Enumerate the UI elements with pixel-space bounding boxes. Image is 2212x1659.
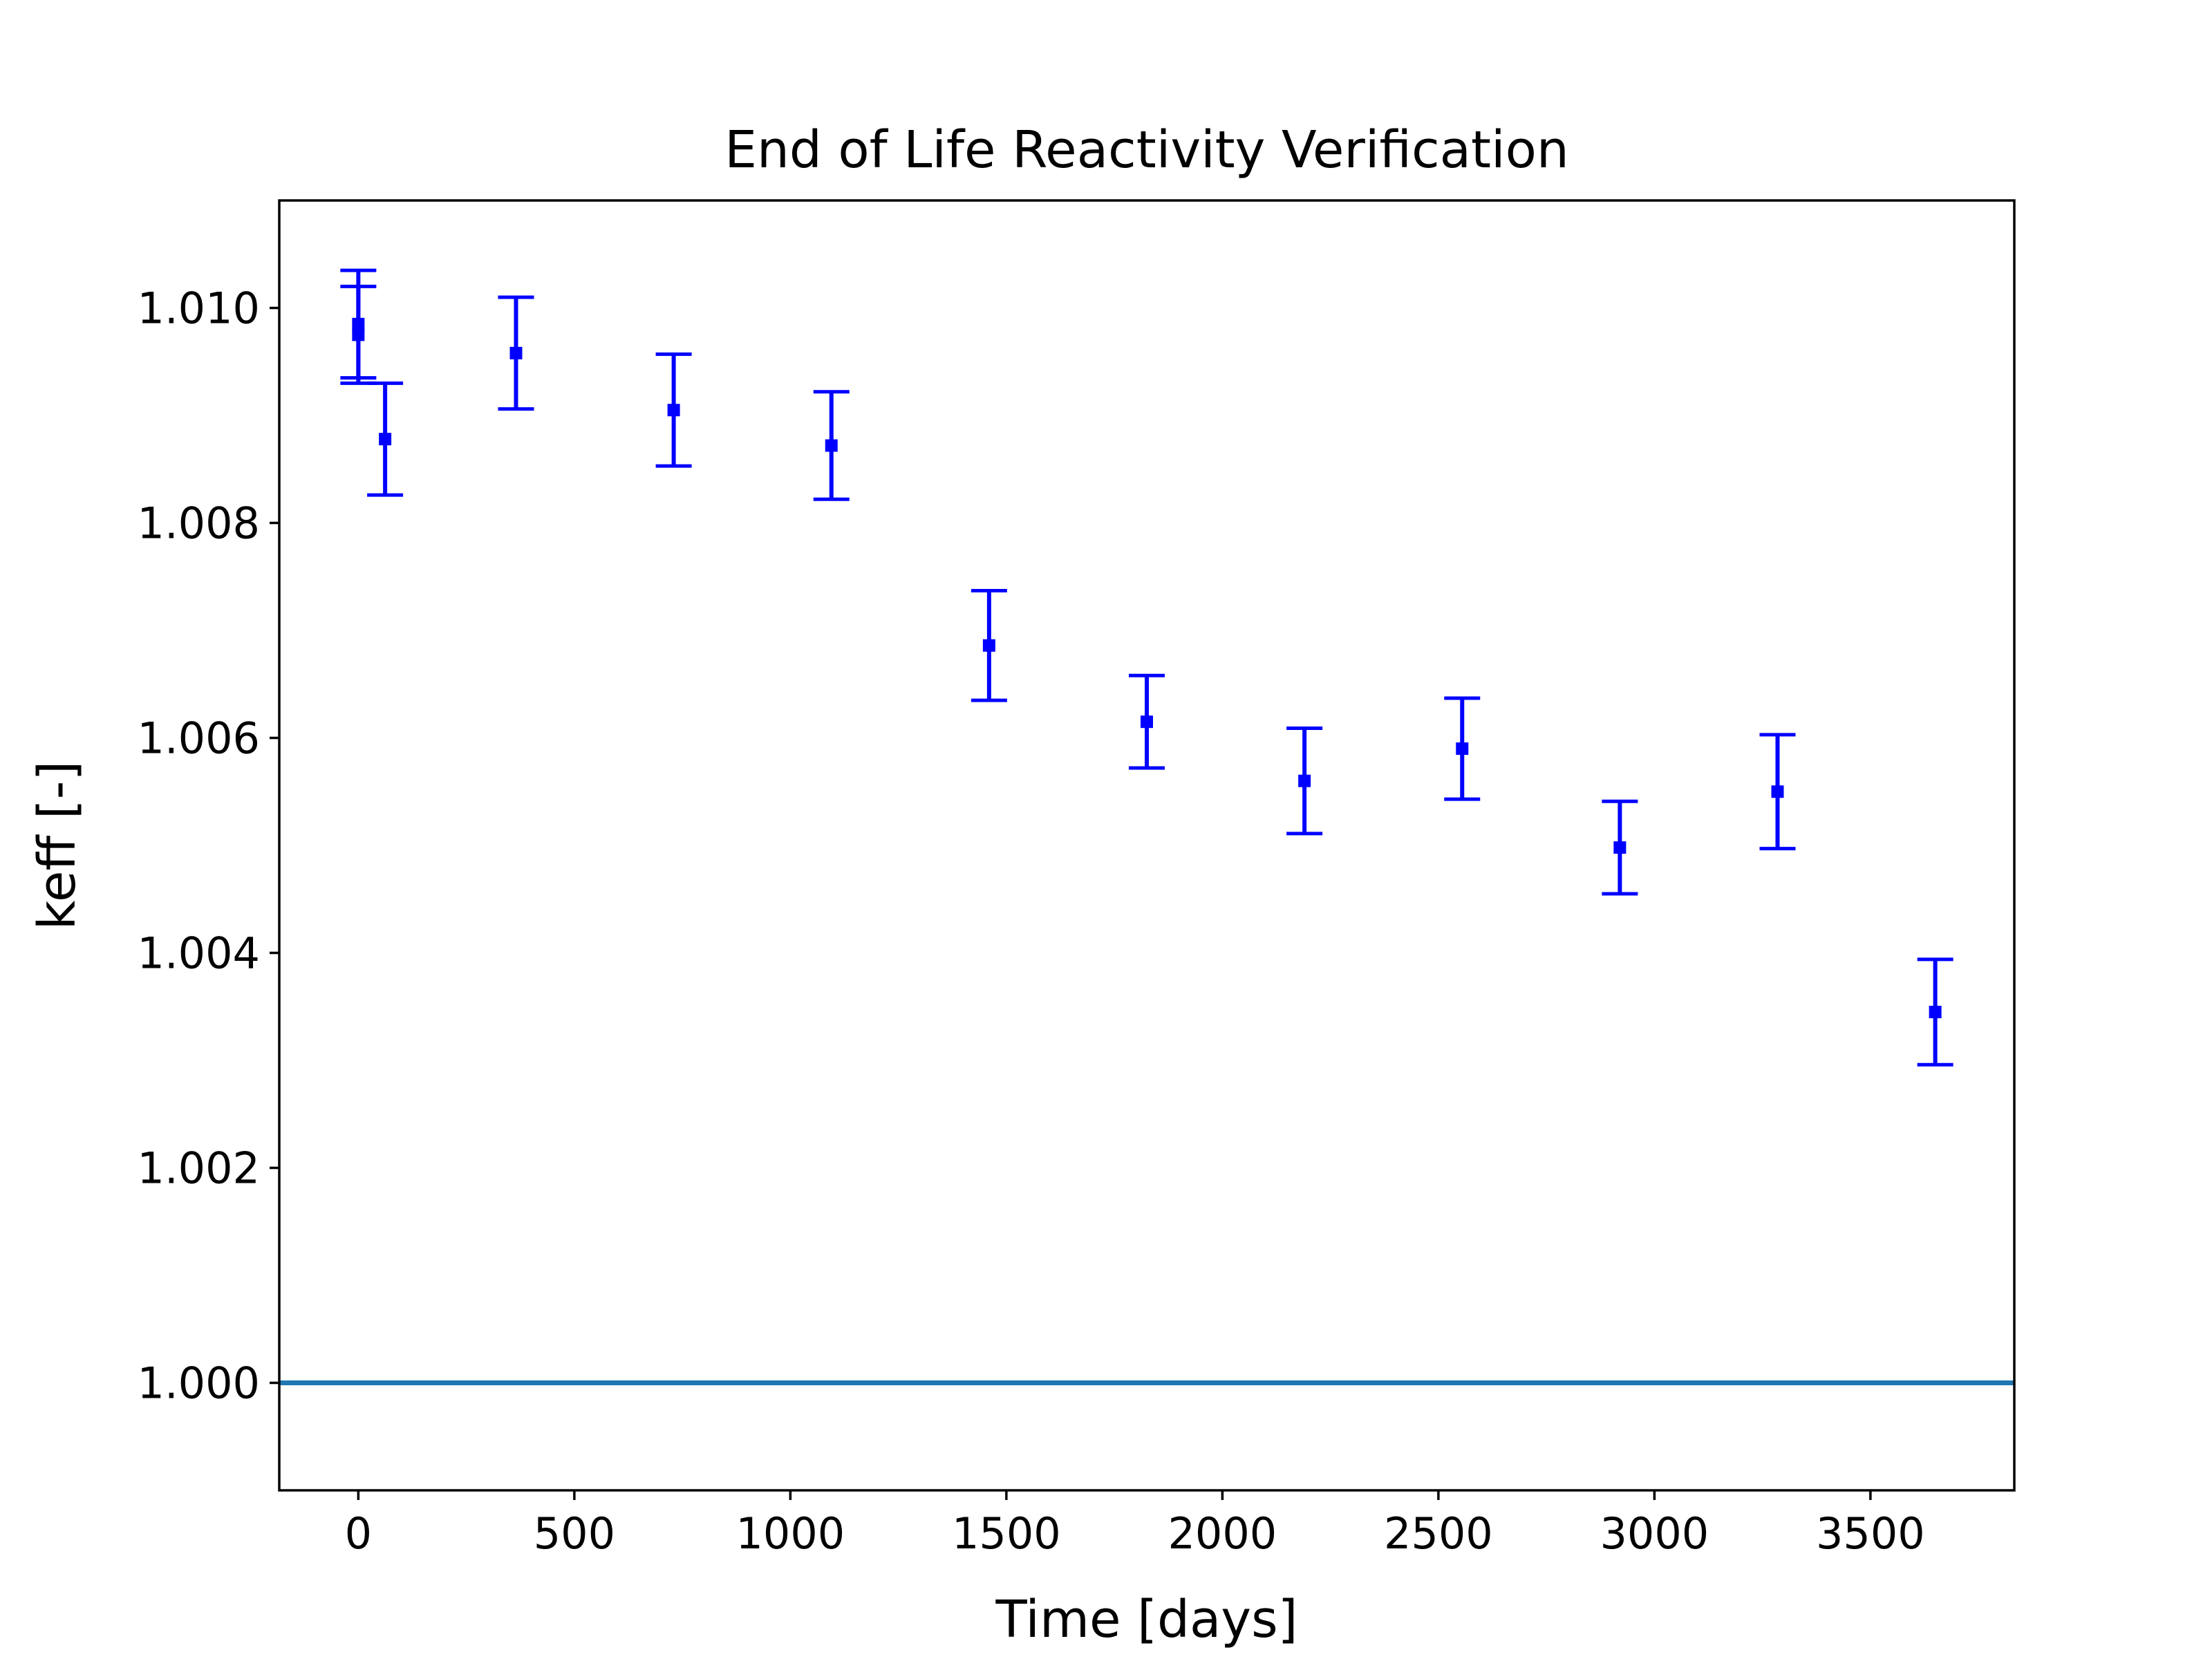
data-point bbox=[379, 433, 392, 446]
x-tick-label: 2000 bbox=[1168, 1508, 1277, 1559]
data-point bbox=[1298, 774, 1311, 787]
x-tick-label: 0 bbox=[345, 1508, 372, 1559]
x-tick-label: 2500 bbox=[1384, 1508, 1493, 1559]
x-tick-label: 1500 bbox=[952, 1508, 1061, 1559]
plot-area bbox=[279, 268, 2014, 1385]
data-point bbox=[1613, 841, 1627, 854]
data-point bbox=[1456, 742, 1469, 756]
data-point bbox=[1771, 785, 1784, 798]
data-point bbox=[509, 346, 523, 359]
data-point bbox=[982, 639, 995, 652]
x-axis-label: Time [days] bbox=[995, 1590, 1297, 1649]
x-tick-label: 3000 bbox=[1600, 1508, 1709, 1559]
y-axis-label: keff [-] bbox=[28, 761, 87, 930]
data-point bbox=[352, 328, 365, 341]
data-point bbox=[667, 404, 680, 417]
ticks: 0 500 1000 1500 2000 2500 3000 3500 1.000 1.002 1.… bbox=[138, 283, 1925, 1559]
data-point bbox=[1141, 715, 1153, 729]
y-tick-label: 1.002 bbox=[138, 1143, 261, 1194]
data-point bbox=[1929, 1006, 1942, 1019]
y-tick-label: 1.000 bbox=[138, 1358, 261, 1409]
x-tick-label: 500 bbox=[534, 1508, 615, 1559]
axes-frame bbox=[278, 199, 2016, 1492]
y-tick-label: 1.006 bbox=[138, 713, 261, 764]
y-tick-label: 1.010 bbox=[138, 283, 261, 334]
x-tick-label: 1000 bbox=[735, 1508, 845, 1559]
data-point bbox=[825, 439, 838, 452]
y-tick-label: 1.008 bbox=[138, 498, 261, 549]
y-tick-label: 1.004 bbox=[138, 928, 261, 979]
chart-title: End of Life Reactivity Verification bbox=[724, 120, 1569, 180]
x-tick-label: 3500 bbox=[1816, 1508, 1925, 1559]
